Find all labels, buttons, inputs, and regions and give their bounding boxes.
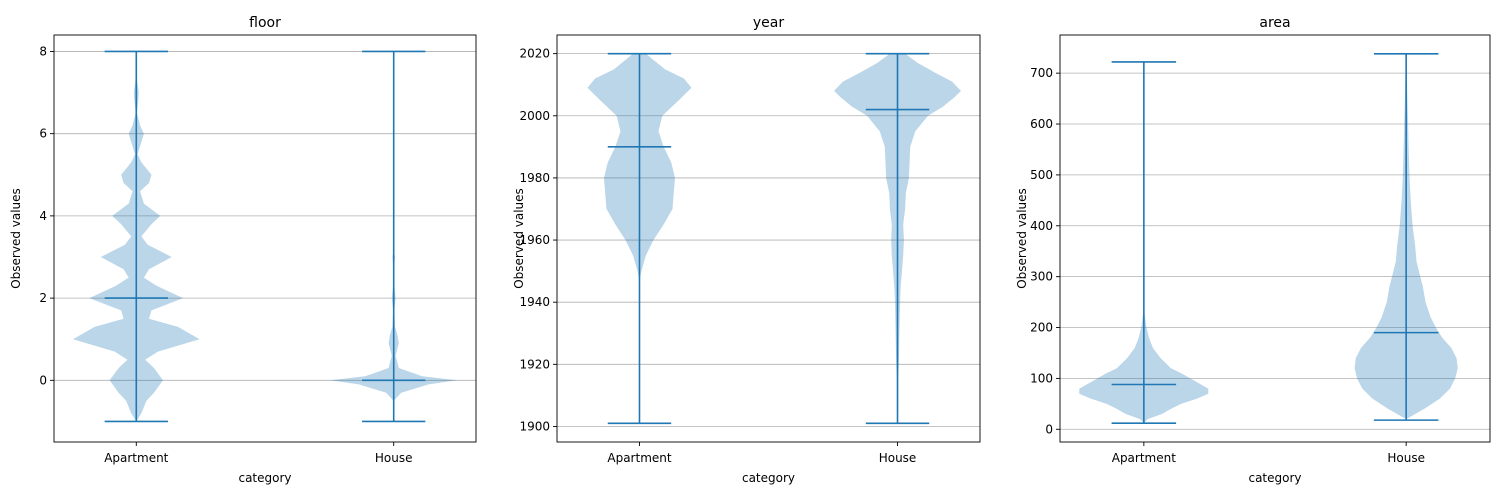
y-tick-label: 300 xyxy=(1030,270,1053,284)
x-axis-label: category xyxy=(742,471,795,485)
y-axis-label: Observed values xyxy=(512,188,526,289)
x-tick-label: Apartment xyxy=(1112,451,1176,465)
axes-frame xyxy=(53,34,477,443)
y-tick-label: 4 xyxy=(39,209,47,223)
y-tick-label: 2 xyxy=(39,291,47,305)
y-tick-label: 1960 xyxy=(519,233,550,247)
panel-title: floor xyxy=(249,15,281,31)
y-tick-label: 700 xyxy=(1030,66,1053,80)
axes-frame xyxy=(1059,34,1491,443)
y-tick-label: 1920 xyxy=(519,357,550,371)
y-tick-label: 500 xyxy=(1030,168,1053,182)
y-tick-label: 2000 xyxy=(519,109,550,123)
panel-area: 0 100 200 300 400 500 600 700 Apartment House area… xyxy=(1015,15,1491,485)
x-tick-label: Apartment xyxy=(104,451,168,465)
y-axis-label: Observed values xyxy=(1015,188,1029,289)
panel-year: 1900 1920 1940 1960 1980 2000 2020 Apartment Hou… xyxy=(512,15,981,485)
y-tick-label: 100 xyxy=(1030,371,1053,385)
y-tick-label: 1900 xyxy=(519,419,550,433)
x-axis-label: category xyxy=(1248,471,1301,485)
y-tick-label: 600 xyxy=(1030,117,1053,131)
axes-frame xyxy=(556,34,981,443)
panel-floor: 0 2 4 6 8 Apartment House floor category Observed… xyxy=(9,15,477,485)
y-axis-label: Observed values xyxy=(9,188,23,289)
y-tick-label: 6 xyxy=(39,127,47,141)
y-tick-label: 1980 xyxy=(519,171,550,185)
panel-title: area xyxy=(1259,15,1290,31)
x-tick-label: House xyxy=(375,451,413,465)
x-tick-label: Apartment xyxy=(607,451,671,465)
y-tick-label: 0 xyxy=(1045,422,1053,436)
y-tick-label: 2020 xyxy=(519,47,550,61)
y-tick-label: 200 xyxy=(1030,321,1053,335)
y-tick-label: 0 xyxy=(39,373,47,387)
y-tick-label: 8 xyxy=(39,44,47,58)
x-tick-label: House xyxy=(879,451,917,465)
panel-title: year xyxy=(753,15,784,31)
y-tick-label: 1940 xyxy=(519,295,550,309)
y-tick-label: 400 xyxy=(1030,219,1053,233)
x-tick-label: House xyxy=(1387,451,1425,465)
x-axis-label: category xyxy=(238,471,291,485)
